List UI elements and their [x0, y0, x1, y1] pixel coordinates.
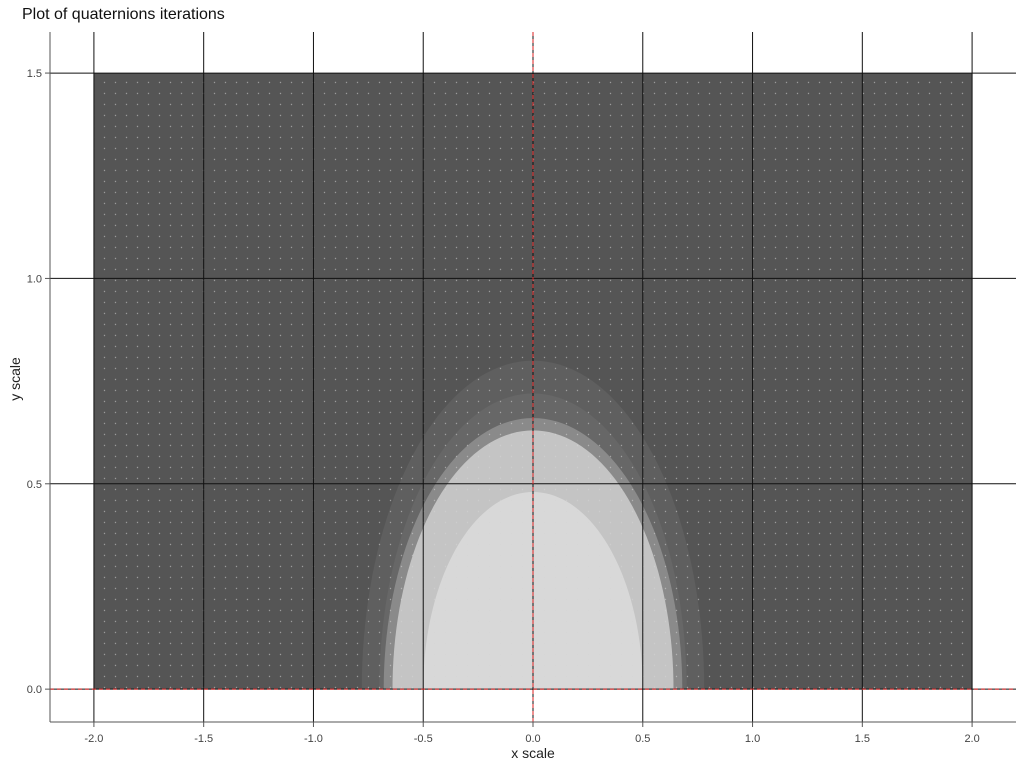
x-tick-label: 1.5 — [855, 733, 870, 745]
y-tick-label: 0.5 — [27, 479, 42, 491]
x-axis-label: x scale — [511, 745, 555, 761]
x-tick-label: 2.0 — [964, 733, 979, 745]
axis-layer: -2.0 -1.5 -1.0 -0.5 0.0 0.5 1.0 1.5 2.0 0.0 0.5 1.0… — [27, 32, 1016, 745]
x-tick-label: -0.5 — [414, 733, 433, 745]
chart-title: Plot of quaternions iterations — [22, 6, 225, 23]
y-tick-label: 0.0 — [27, 684, 42, 696]
x-tick-label: -1.5 — [194, 733, 213, 745]
x-tick-label: -2.0 — [84, 733, 103, 745]
y-axis-label: y scale — [7, 357, 23, 401]
x-tick-label: 0.5 — [635, 733, 650, 745]
grid-layer — [50, 32, 1016, 722]
y-tick-label: 1.5 — [27, 68, 42, 80]
y-tick-label: 1.0 — [27, 273, 42, 285]
reference-lines-layer — [50, 32, 1016, 722]
x-tick-label: 1.0 — [745, 733, 760, 745]
x-tick-label: -1.0 — [304, 733, 323, 745]
x-tick-label: 0.0 — [525, 733, 540, 745]
